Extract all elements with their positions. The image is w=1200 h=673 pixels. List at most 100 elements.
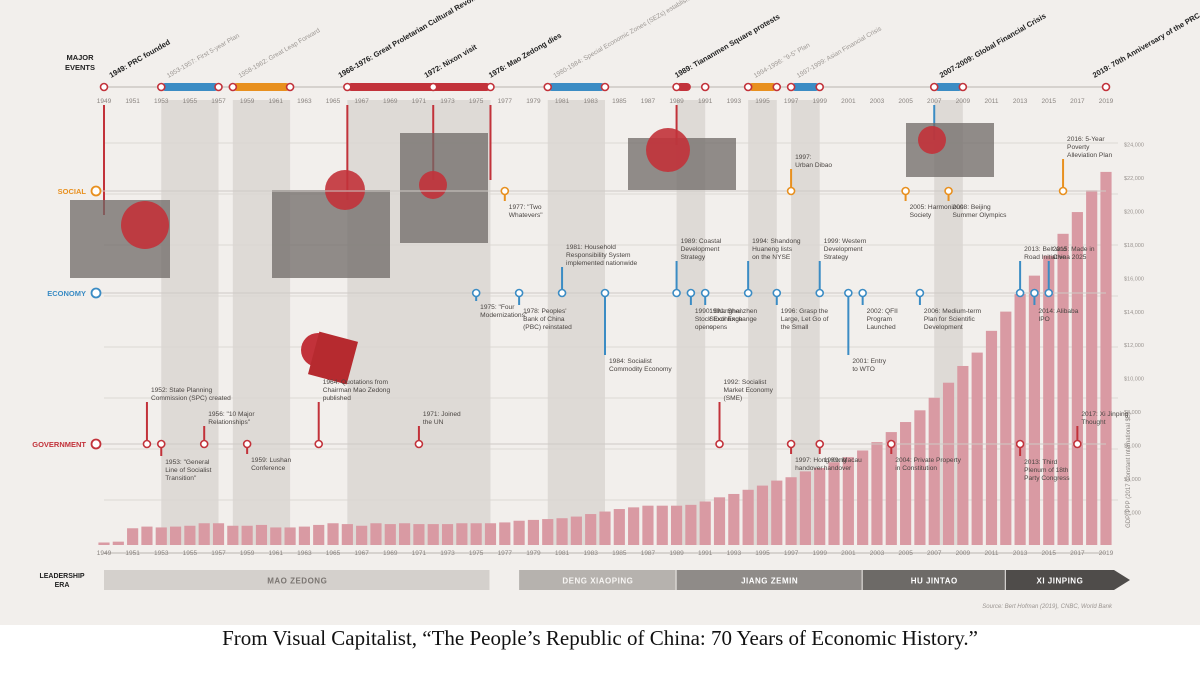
bottom-x-tick-label: 1953	[154, 550, 169, 557]
government-event-label: the UN	[423, 419, 444, 426]
top-x-tick-label: 2009	[956, 98, 971, 105]
economy-row-marker	[90, 287, 102, 299]
social-event-label: 1997:	[795, 154, 812, 161]
bottom-x-tick-label: 1979	[526, 550, 541, 557]
gdp-bar	[127, 528, 139, 545]
bottom-x-tick-label: 1981	[555, 550, 570, 557]
y-tick-label: $6,000	[1124, 444, 1141, 450]
government-event-label: Conference	[251, 465, 285, 472]
social-event-label: 2016: 5-Year	[1067, 136, 1105, 143]
government-event-label: Thought	[1081, 419, 1105, 426]
top-x-tick-label: 1969	[383, 98, 398, 105]
bottom-x-tick-label: 2009	[956, 550, 971, 557]
top-x-tick-label: 2019	[1099, 98, 1114, 105]
gdp-bar	[1043, 255, 1055, 546]
economy-event-label: 2014: Alibaba	[1038, 308, 1078, 315]
government-event-dot	[156, 439, 166, 449]
top-x-tick-label: 1995	[755, 98, 770, 105]
major-event-bar	[347, 83, 491, 91]
photo-accent-circle	[419, 171, 447, 199]
gdp-bar	[427, 524, 439, 545]
major-event-bar	[934, 83, 963, 91]
y-tick-label: $18,000	[1124, 243, 1144, 249]
bottom-x-tick-label: 1955	[183, 550, 198, 557]
economy-event-dot	[514, 288, 524, 298]
economy-event-dot	[471, 288, 481, 298]
top-x-tick-label: 2011	[984, 98, 998, 105]
bottom-x-tick-label: 1967	[354, 550, 369, 557]
bottom-x-tick-label: 1963	[297, 550, 312, 557]
social-event-label: Urban Dibao	[795, 162, 832, 169]
major-event-dot	[700, 82, 710, 92]
social-event-dot	[500, 186, 510, 196]
economy-event-label: Stock Exchange	[695, 316, 743, 323]
gdp-bar	[628, 507, 640, 545]
government-event-label: Relationships"	[208, 419, 251, 426]
gdp-bar	[484, 523, 497, 545]
major-event-dot	[428, 82, 438, 92]
gdp-bar	[857, 450, 869, 545]
government-event-dot	[786, 439, 796, 449]
major-event-dot	[1101, 82, 1111, 92]
leadership-era-label: HU JINTAO	[911, 577, 958, 586]
government-event-label: (SME)	[724, 395, 743, 402]
social-event-dot	[901, 186, 910, 196]
y-axis-label: GDP, PPP (2017 Constant International $B…	[1126, 412, 1132, 528]
gdp-bar	[771, 480, 783, 545]
major-event-dot	[672, 82, 681, 92]
social-event-label: Alleviation Plan	[1067, 152, 1112, 159]
gdp-bar	[756, 485, 769, 545]
economy-event-dot	[700, 288, 710, 298]
economy-event-label: 2002: QFII	[867, 308, 898, 315]
social-row-marker	[90, 185, 102, 197]
top-x-tick-label: 1975	[469, 98, 484, 105]
gdp-bar	[1028, 275, 1041, 545]
economy-event-label: 1990: Shanghai	[695, 308, 742, 315]
government-event-label: Line of Socialist	[165, 467, 211, 474]
gdp-bar	[470, 523, 482, 545]
major-event-bar	[748, 83, 777, 91]
y-tick-label: $12,000	[1124, 343, 1144, 349]
leadership-era-band	[104, 570, 490, 590]
government-event-label: 1964: Quotations from	[323, 379, 389, 386]
leadership-label: LEADERSHIP	[39, 573, 84, 580]
major-event-dot	[543, 82, 553, 92]
government-row-label: GOVERNMENT	[32, 440, 86, 449]
bottom-x-tick-label: 1997	[784, 550, 799, 557]
top-x-tick-label: 1999	[812, 98, 827, 105]
gdp-bar	[971, 352, 983, 545]
source-note: Source: Bert Hofman (2019), CNBC, World …	[982, 604, 1113, 610]
gdp-bar	[957, 365, 969, 545]
gdp-bar	[785, 477, 797, 545]
major-event-dot	[214, 82, 223, 92]
social-event-label: Whatevers"	[509, 212, 544, 219]
top-x-tick-label: 1991	[698, 98, 713, 105]
government-event-label: handover	[795, 465, 823, 472]
bottom-x-tick-label: 1991	[698, 550, 713, 557]
government-event-label: in Constitution	[895, 465, 937, 472]
economy-event-dot	[1030, 288, 1039, 298]
bottom-x-tick-label: 1995	[755, 550, 770, 557]
gdp-bar	[527, 519, 540, 545]
top-x-tick-label: 1997	[784, 98, 799, 105]
period-shading	[232, 100, 291, 545]
bottom-x-tick-label: 2003	[870, 550, 885, 557]
period-shading	[748, 100, 777, 545]
top-x-tick-label: 1963	[297, 98, 312, 105]
economy-event-label: Bank of China	[523, 316, 565, 323]
economy-event-label: Road Initiative	[1024, 254, 1066, 261]
major-event-dot	[285, 82, 295, 92]
top-x-tick-label: 2005	[898, 98, 913, 105]
social-event-dot	[1058, 186, 1068, 196]
major-event-dot	[743, 82, 753, 92]
government-event-label: 2004: Private Property	[895, 457, 961, 464]
economy-event-label: the Small	[781, 324, 809, 331]
gdp-bar	[871, 442, 883, 545]
top-x-tick-label: 1957	[211, 98, 226, 105]
bottom-x-tick-label: 2019	[1099, 550, 1114, 557]
economy-event-dot	[557, 288, 567, 298]
government-event-label: Chairman Mao Zedong	[323, 387, 391, 394]
historical-photo	[272, 190, 390, 278]
government-event-label: 1959: Lushan	[251, 457, 291, 464]
government-event-label: 1953: "General	[165, 459, 210, 466]
